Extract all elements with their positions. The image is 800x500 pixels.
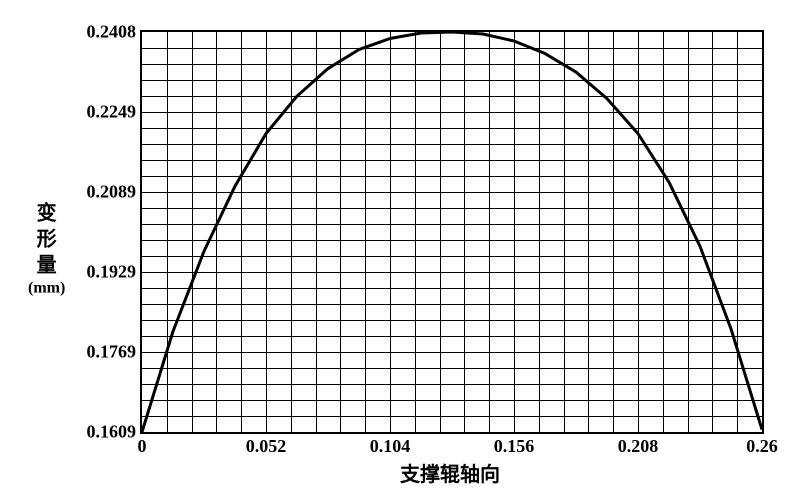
grid-line-v-minor bbox=[539, 32, 540, 432]
y-axis-label-unit: (mm) bbox=[28, 279, 65, 300]
y-tick-label: 0.1609 bbox=[87, 422, 143, 443]
grid-line-v bbox=[514, 32, 515, 432]
grid-line-h-minor bbox=[142, 144, 762, 145]
grid-line-h-minor bbox=[142, 96, 762, 97]
y-tick-label: 0.1769 bbox=[87, 341, 143, 362]
grid-line-v-minor bbox=[663, 32, 664, 432]
grid-line-v-minor bbox=[291, 32, 292, 432]
x-tick-label: 0.208 bbox=[618, 432, 659, 457]
grid-line-v bbox=[266, 32, 267, 432]
grid-line-h-minor bbox=[142, 288, 762, 289]
grid-line-h-minor bbox=[142, 64, 762, 65]
grid-line-v-minor bbox=[365, 32, 366, 432]
x-axis-label: 支撑辊轴向 bbox=[400, 458, 500, 487]
grid-line-h-minor bbox=[142, 208, 762, 209]
grid-line-h-minor bbox=[142, 48, 762, 49]
x-tick-label: 0.26 bbox=[746, 432, 778, 457]
grid-line-v-minor bbox=[464, 32, 465, 432]
y-axis-label-char: 变 bbox=[28, 201, 65, 227]
grid-line-v-minor bbox=[489, 32, 490, 432]
grid-line-h-minor bbox=[142, 304, 762, 305]
y-axis-label-char: 量 bbox=[28, 253, 65, 279]
grid-line-h-minor bbox=[142, 416, 762, 417]
grid-line-h-minor bbox=[142, 160, 762, 161]
grid-line-v-minor bbox=[415, 32, 416, 432]
grid-line-v-minor bbox=[588, 32, 589, 432]
grid-line-v-minor bbox=[688, 32, 689, 432]
grid-line-v-minor bbox=[192, 32, 193, 432]
grid-line-v-minor bbox=[241, 32, 242, 432]
y-axis-label-char: 形 bbox=[28, 227, 65, 253]
grid-line-h-minor bbox=[142, 384, 762, 385]
grid-line-v-minor bbox=[216, 32, 217, 432]
grid-line-v-minor bbox=[564, 32, 565, 432]
grid-line-v-minor bbox=[613, 32, 614, 432]
grid-line-h-minor bbox=[142, 256, 762, 257]
plot-area: 00.0520.1040.1560.2080.260.16090.17690.1… bbox=[140, 30, 764, 434]
y-tick-label: 0.1929 bbox=[87, 261, 143, 282]
y-tick-label: 0.2408 bbox=[87, 22, 143, 43]
grid-line-v-minor bbox=[440, 32, 441, 432]
y-axis-label: 变形量(mm) bbox=[28, 201, 65, 300]
grid-line-v-minor bbox=[167, 32, 168, 432]
grid-line-h-minor bbox=[142, 368, 762, 369]
grid-line-h bbox=[142, 352, 762, 353]
grid-line-v-minor bbox=[316, 32, 317, 432]
y-tick-label: 0.2249 bbox=[87, 101, 143, 122]
x-tick-label: 0.156 bbox=[494, 432, 535, 457]
x-tick-label: 0.104 bbox=[370, 432, 411, 457]
x-tick-label: 0.052 bbox=[246, 432, 287, 457]
grid-line-h-minor bbox=[142, 176, 762, 177]
curve-line bbox=[142, 32, 762, 432]
grid-line-v bbox=[638, 32, 639, 432]
grid-line-h-minor bbox=[142, 224, 762, 225]
grid-line-h bbox=[142, 112, 762, 113]
grid-line-h bbox=[142, 192, 762, 193]
grid-line-h-minor bbox=[142, 80, 762, 81]
grid-line-v-minor bbox=[340, 32, 341, 432]
grid-line-h-minor bbox=[142, 320, 762, 321]
grid-line-v bbox=[390, 32, 391, 432]
grid-line-h bbox=[142, 272, 762, 273]
grid-line-v-minor bbox=[712, 32, 713, 432]
grid-line-v-minor bbox=[737, 32, 738, 432]
grid-line-h-minor bbox=[142, 128, 762, 129]
y-tick-label: 0.2089 bbox=[87, 181, 143, 202]
grid-line-h-minor bbox=[142, 400, 762, 401]
grid-line-h-minor bbox=[142, 336, 762, 337]
deformation-chart: 00.0520.1040.1560.2080.260.16090.17690.1… bbox=[20, 20, 780, 480]
grid-line-h-minor bbox=[142, 240, 762, 241]
